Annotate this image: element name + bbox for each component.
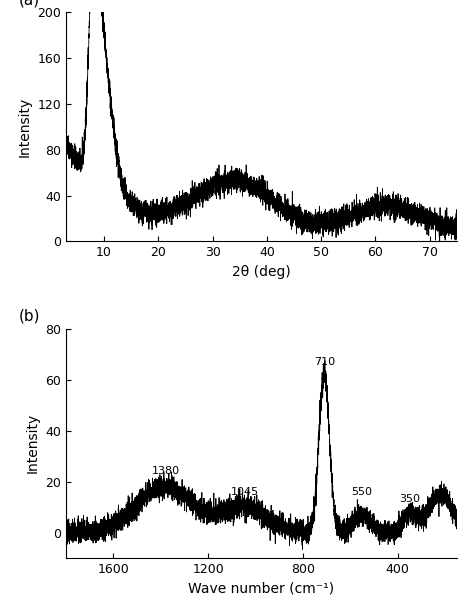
Text: 1045: 1045 — [231, 487, 259, 497]
Text: 710: 710 — [314, 357, 335, 367]
Y-axis label: Intensity: Intensity — [17, 97, 32, 157]
Text: 550: 550 — [351, 487, 373, 497]
Y-axis label: Intensity: Intensity — [25, 413, 40, 473]
Text: (a): (a) — [19, 0, 40, 7]
Text: 350: 350 — [399, 494, 420, 505]
X-axis label: Wave number (cm⁻¹): Wave number (cm⁻¹) — [188, 581, 334, 595]
Text: 1380: 1380 — [151, 466, 179, 476]
X-axis label: 2θ (deg): 2θ (deg) — [232, 265, 291, 279]
Text: (b): (b) — [19, 309, 41, 324]
